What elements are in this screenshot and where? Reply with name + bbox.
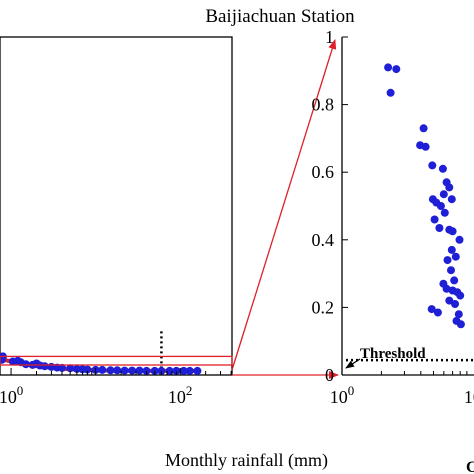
zoom-arrow-upper (231, 39, 337, 371)
left-data-point (135, 366, 144, 375)
right-data-point (456, 320, 465, 329)
threshold-label: Threshold (360, 346, 426, 362)
right-y-tick-label: 1 (325, 27, 334, 47)
left-x-tick-label: 100 (0, 383, 23, 407)
left-zoom-box (0, 355, 233, 366)
x-axis-label: Monthly rainfall (mm) (165, 450, 328, 471)
right-y-tick-label: 0.2 (312, 297, 335, 317)
left-data-point (21, 360, 30, 369)
right-data-point (448, 227, 457, 236)
right-data-point (442, 284, 451, 293)
right-data-point (447, 266, 455, 275)
left-plot-frame (0, 36, 233, 376)
right-data-point (445, 183, 454, 192)
left-data-point (142, 366, 151, 375)
right-data-point (392, 65, 401, 74)
right-panel: Baijiachuan Station 00.20.40.60.81 10010… (205, 6, 474, 407)
left-data-point (120, 366, 129, 375)
left-x-tick-label: 102 (168, 383, 193, 407)
left-data-point (150, 366, 159, 375)
left-data-point (58, 363, 66, 372)
left-data-point (98, 365, 107, 374)
right-data-point (436, 202, 445, 210)
right-data-point (440, 208, 449, 217)
right-y-tick-label: 0.8 (312, 95, 335, 115)
left-data-point (83, 365, 92, 374)
left-data-point (128, 366, 137, 375)
right-data-point (447, 245, 456, 254)
right-data-point (439, 190, 448, 199)
right-y-tick-label: 0.6 (312, 162, 335, 182)
left-data-point (113, 366, 122, 375)
right-data-point (386, 88, 395, 97)
left-data-point (179, 366, 188, 375)
left-data-point (66, 364, 75, 373)
right-data-point (428, 161, 437, 170)
right-x-axis-label-partial: C (466, 459, 474, 474)
right-data-point (384, 63, 393, 72)
right-data-point (454, 310, 463, 319)
right-y-tick-label: 0.4 (312, 230, 335, 250)
right-data-point (435, 224, 444, 232)
left-panel: 100 102 (0, 36, 233, 407)
right-data-point (421, 142, 430, 151)
left-data-point (157, 366, 166, 375)
right-data-point (451, 300, 459, 308)
right-data-point (427, 305, 436, 314)
left-data-point (106, 366, 115, 375)
right-data-point (450, 276, 459, 285)
left-data-point (40, 362, 49, 371)
right-points-group (384, 63, 465, 329)
right-y-tick-label: 0 (325, 365, 334, 385)
threshold-arrow (345, 358, 361, 369)
chart-title: Baijiachuan Station (205, 6, 355, 27)
right-x-ticks: 100 10 (330, 368, 474, 407)
right-data-point (451, 252, 460, 261)
right-data-point (419, 124, 428, 133)
left-data-point (172, 366, 181, 375)
right-data-point (430, 215, 439, 224)
right-data-point (443, 256, 452, 265)
right-data-point (438, 164, 447, 173)
right-data-point (455, 235, 464, 244)
right-x-tick-label: 100 (330, 383, 355, 407)
right-y-ticks: 0 0.2 0.4 0.6 0.8 1 (312, 27, 348, 385)
right-data-point (433, 308, 442, 317)
left-data-point (185, 366, 194, 375)
left-data-point (193, 366, 202, 375)
right-data-point (447, 195, 456, 204)
right-x-tick-label: 10 (464, 387, 474, 407)
right-data-point (456, 291, 465, 300)
